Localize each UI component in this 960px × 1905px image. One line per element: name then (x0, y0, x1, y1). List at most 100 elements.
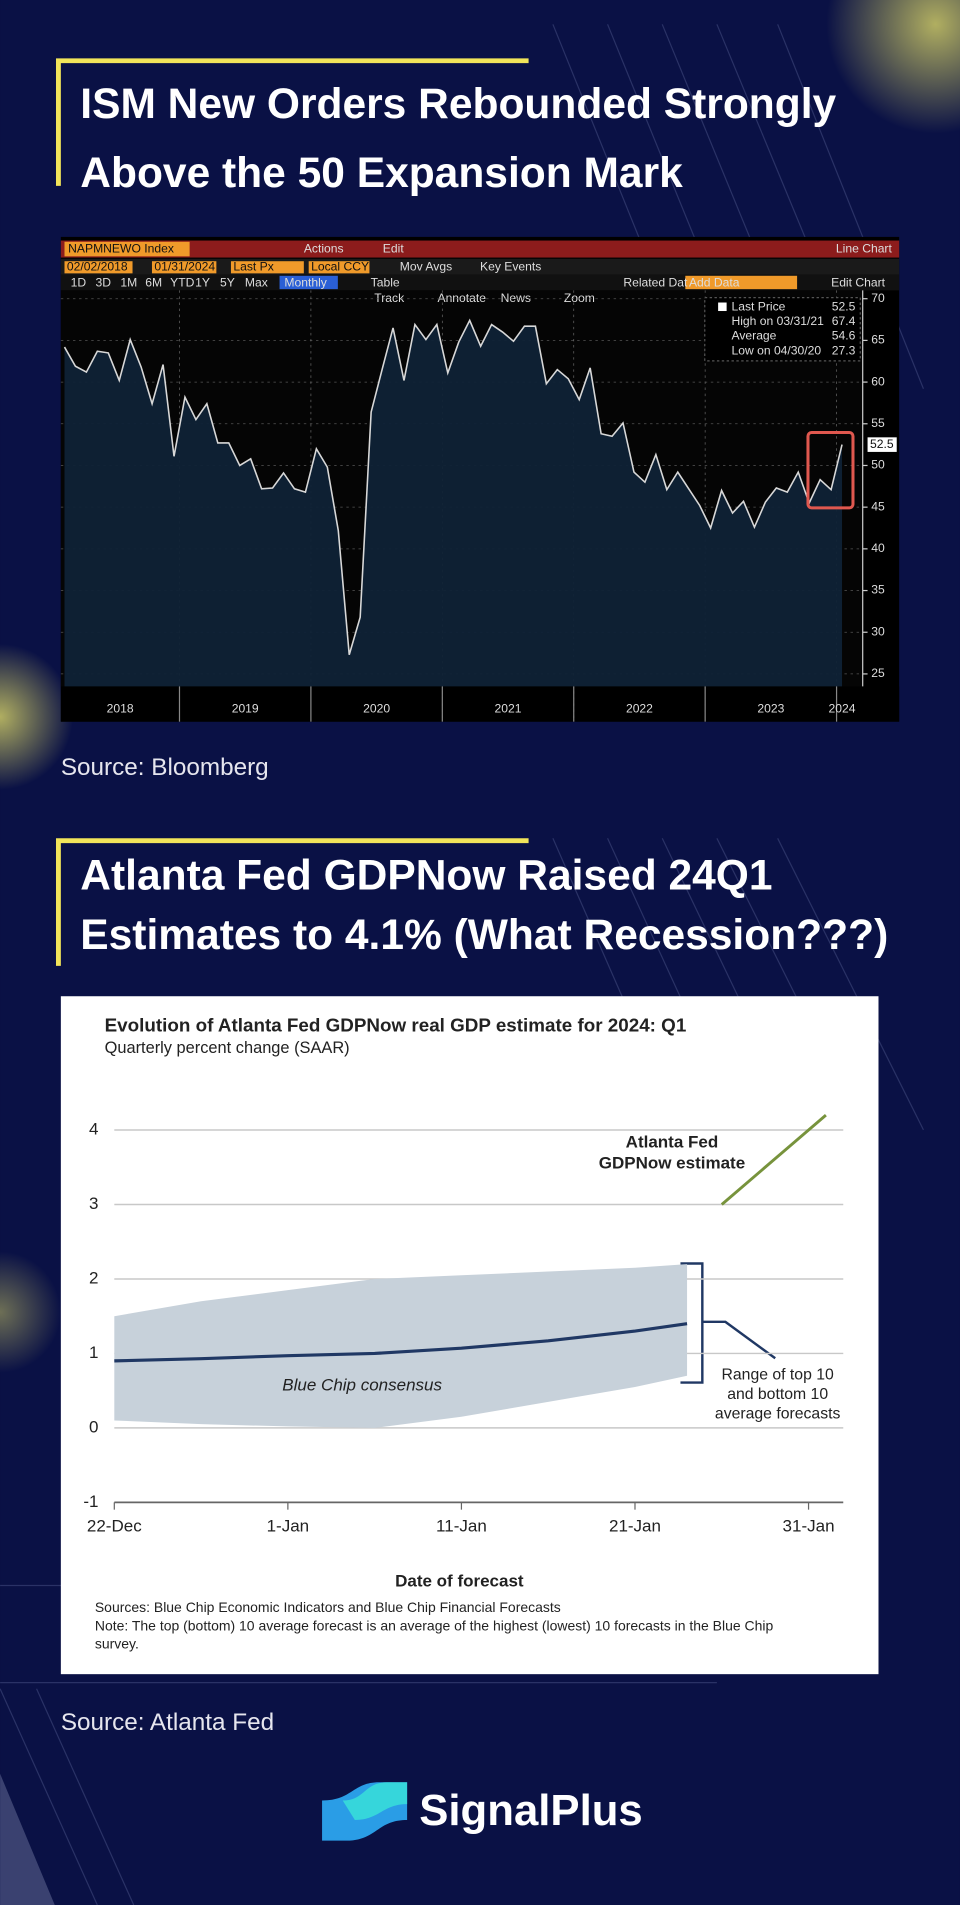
option[interactable]: Related Dat (623, 275, 688, 289)
stats-label: Low on 04/30/20 (731, 343, 821, 357)
footnote: Note: The top (bottom) 10 average foreca… (95, 1617, 774, 1633)
stats-label: High on 03/31/21 (731, 314, 824, 328)
currency[interactable]: Local CCY (311, 259, 369, 273)
y-tick-label: 0 (89, 1417, 98, 1436)
field-box (151, 261, 217, 274)
glow (826, 0, 960, 134)
chart-subtitle: Quarterly percent change (SAAR) (105, 1039, 350, 1057)
series-line (720, 1114, 827, 1206)
y-tick-label: 50 (871, 458, 885, 472)
ticker[interactable]: NAPMNEWO Index (68, 241, 174, 255)
logo (342, 1782, 408, 1820)
series-label: Atlanta Fed (626, 1133, 719, 1152)
x-tick-label: 2024 (829, 702, 856, 716)
heading-accent (55, 58, 529, 186)
stats-label: Last Price (731, 300, 785, 314)
y-tick-label: 60 (871, 374, 885, 388)
x-tick-label: 2023 (757, 702, 784, 716)
period-button[interactable]: 5Y (220, 275, 235, 289)
period-button[interactable]: 1M (120, 275, 137, 289)
x-tick-label: 2018 (107, 702, 134, 716)
add-data-box (685, 275, 798, 290)
tool-button[interactable]: News (501, 291, 531, 305)
y-tick-label: 70 (871, 291, 885, 305)
tool-button[interactable]: Annotate (437, 291, 486, 305)
y-tick-label: 25 (871, 666, 885, 680)
option[interactable]: Edit Chart (831, 275, 886, 289)
highlight-box (806, 430, 855, 510)
y-tick-label: 30 (871, 624, 885, 638)
period-button[interactable]: 3D (95, 275, 111, 289)
y-tick-label: 40 (871, 541, 885, 555)
menu[interactable]: Actions (304, 241, 344, 255)
range-bracket (680, 1262, 776, 1384)
option[interactable]: Add Data (689, 275, 740, 289)
period-button[interactable]: 1Y (195, 275, 210, 289)
start-date[interactable]: 02/02/2018 (67, 259, 128, 273)
stats-value: 27.3 (832, 343, 856, 357)
end-date[interactable]: 01/31/2024 (154, 259, 215, 273)
frequency[interactable]: Monthly (284, 275, 327, 289)
stats-value: 52.5 (832, 300, 856, 314)
series-line (114, 1322, 688, 1363)
band-label: average forecasts (715, 1405, 841, 1422)
stats-value: 67.4 (832, 314, 856, 328)
period-button[interactable]: YTD (170, 275, 194, 289)
menu[interactable]: Edit (383, 241, 405, 255)
field-box (64, 261, 133, 274)
field-box (308, 261, 370, 274)
toolbar-row (60, 240, 900, 258)
period-button[interactable]: 1D (71, 275, 87, 289)
gdpnow-chart: Evolution of Atlanta Fed GDPNow real GDP… (60, 996, 879, 1675)
stats-label: Average (731, 329, 776, 343)
source: Source: Bloomberg (61, 754, 269, 781)
tool-button[interactable]: Zoom (564, 291, 595, 305)
x-tick-label: 1-Jan (267, 1517, 310, 1536)
x-tick-label: 22-Dec (87, 1517, 142, 1536)
last-price-tag (867, 437, 897, 452)
series-label: GDPNow estimate (599, 1153, 745, 1172)
heading: Atlanta Fed GDPNow Raised 24Q1 (80, 852, 772, 899)
option[interactable]: Table (371, 275, 400, 289)
y-tick-label: -1 (83, 1492, 98, 1511)
band-label: and bottom 10 (727, 1386, 828, 1403)
y-tick-label: 35 (871, 583, 885, 597)
bloomberg-chart: NAPMNEWO Index Actions Edit Line Chart 0… (60, 236, 900, 722)
x-tick-label: 21-Jan (609, 1517, 661, 1536)
frequency-box (279, 275, 338, 290)
chart-title: Evolution of Atlanta Fed GDPNow real GDP… (105, 1015, 687, 1036)
x-tick-label: 2019 (232, 702, 259, 716)
x-tick-label: 11-Jan (436, 1517, 487, 1536)
last-price-label: 52.5 (870, 437, 894, 451)
x-axis-title: Date of forecast (395, 1571, 524, 1590)
period-button[interactable]: 6M (145, 275, 162, 289)
area (64, 320, 843, 687)
stats-value: 54.6 (832, 329, 856, 343)
brand: SignalPlus (419, 1786, 643, 1835)
heading: Estimates to 4.1% (What Recession???) (80, 912, 888, 959)
heading: ISM New Orders Rebounded Strongly (80, 81, 836, 128)
series-label: Blue Chip consensus (282, 1376, 442, 1395)
y-tick-label: 65 (871, 333, 885, 347)
field-box (230, 261, 304, 274)
x-tick-label: 2022 (626, 702, 653, 716)
stats-box (704, 297, 861, 362)
x-tick-label: 31-Jan (783, 1517, 835, 1536)
source: Source: Atlanta Fed (61, 1709, 274, 1736)
ticker-box (64, 241, 190, 257)
y-tick-label: 1 (89, 1343, 98, 1362)
x-tick-label: 2020 (363, 702, 390, 716)
stats-swatch (718, 302, 727, 312)
field[interactable]: Last Px (233, 259, 273, 273)
heading: Above the 50 Expansion Mark (80, 150, 683, 197)
chart-type: Line Chart (836, 241, 893, 255)
tool-button[interactable]: Track (374, 291, 405, 305)
range-band (114, 1264, 688, 1428)
glow (0, 1251, 61, 1373)
option[interactable]: Mov Avgs (400, 259, 452, 273)
period-button[interactable]: Max (245, 275, 268, 289)
option[interactable]: Key Events (480, 259, 541, 273)
y-tick-label: 2 (89, 1268, 98, 1287)
band-label: Range of top 10 (722, 1366, 835, 1383)
